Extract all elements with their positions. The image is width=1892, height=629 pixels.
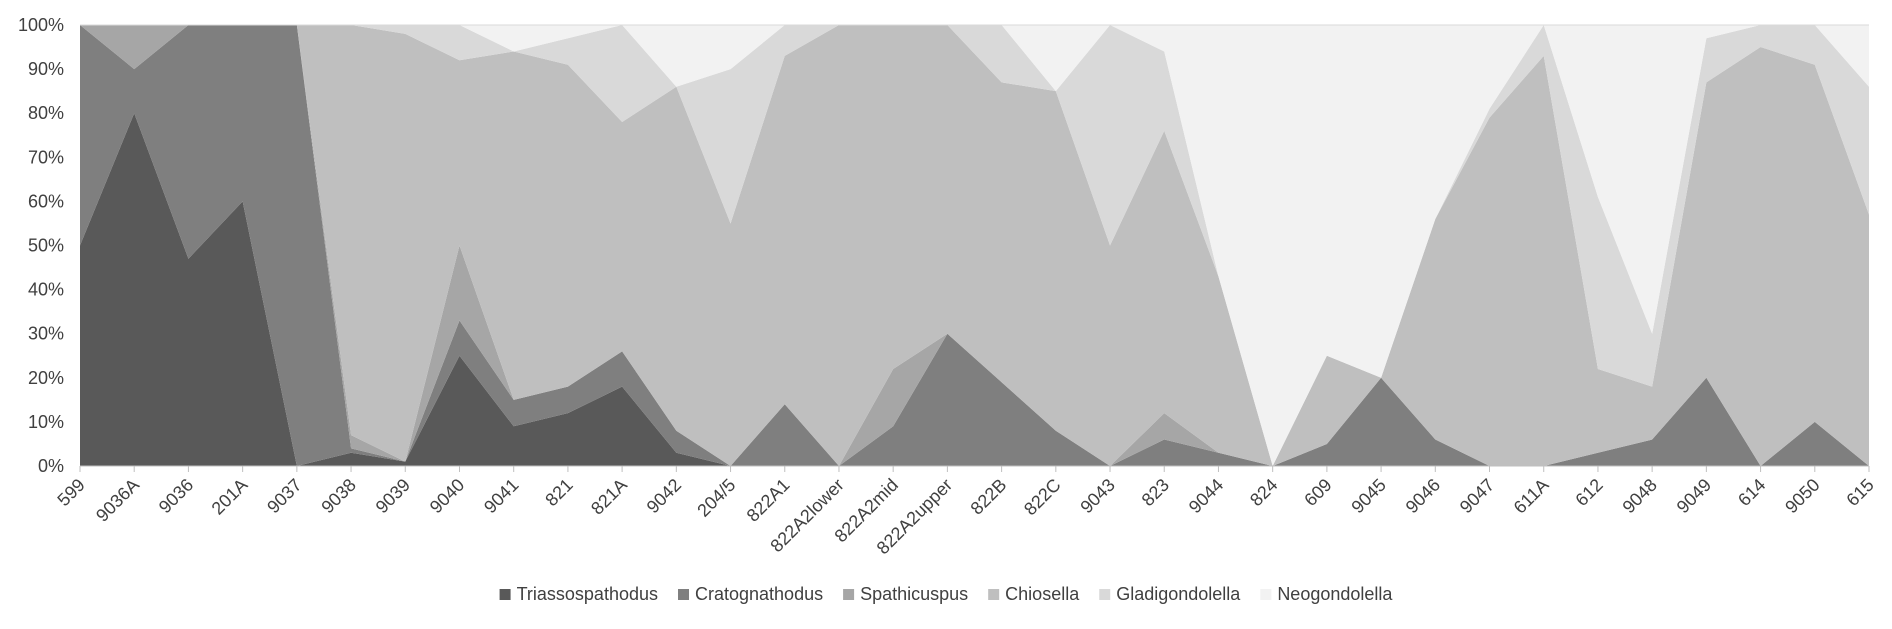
x-tick-label: 9039 <box>372 475 414 517</box>
axes-layer <box>79 24 1870 472</box>
legend-swatch <box>988 589 1000 600</box>
x-tick-label: 9047 <box>1456 475 1498 517</box>
legend-item-triassospathodus: Triassospathodus <box>499 584 658 604</box>
y-tick-labels: 0% 10% 20% 30% 40% 50% 60% 70% 80% 90% 100% <box>18 15 64 476</box>
x-tick-label: 822C <box>1020 475 1065 520</box>
legend-swatch <box>843 589 855 600</box>
y-tick-label: 50% <box>28 236 64 256</box>
x-tick-label: 9040 <box>426 475 468 517</box>
x-tick-label: 822B <box>967 475 1011 519</box>
area-cratognathodus <box>80 25 1869 466</box>
x-tick-label: 822A1 <box>743 475 794 526</box>
x-tick-label: 201A <box>208 475 252 519</box>
x-tick-labels: 599 9036A 9036 201A 9037 9038 9039 9040 9041 821 8… <box>53 475 1877 559</box>
x-tick-label: 9038 <box>317 475 359 517</box>
x-tick-label: 9036A <box>92 475 143 526</box>
x-tick-label: 611A <box>1510 475 1553 518</box>
y-tick-label: 60% <box>28 191 64 211</box>
legend-swatch <box>499 589 511 600</box>
legend-swatch <box>678 589 690 600</box>
x-tick-label: 9037 <box>263 475 305 517</box>
x-tick-label: 823 <box>1138 475 1173 510</box>
x-tick-label: 599 <box>53 475 88 510</box>
x-tick-label: 821A <box>587 475 631 519</box>
x-tick-label: 9043 <box>1076 475 1118 517</box>
x-tick-label: 612 <box>1571 475 1606 510</box>
legend-swatch <box>1260 589 1272 600</box>
y-tick-label: 20% <box>28 368 64 388</box>
legend-label: Triassospathodus <box>517 584 658 604</box>
legend-item-cratognathodus: Cratognathodus <box>678 584 823 604</box>
y-tick-label: 70% <box>28 147 64 167</box>
legend-item-spathicuspus: Spathicuspus <box>843 584 968 604</box>
y-tick-label: 100% <box>18 15 64 35</box>
area-chiosella <box>80 25 1869 466</box>
y-tick-label: 30% <box>28 324 64 344</box>
x-tick-label: 204/5 <box>693 475 739 521</box>
x-tick-label: 9045 <box>1347 475 1389 517</box>
x-tick-label: 614 <box>1734 475 1769 510</box>
legend: Triassospathodus Cratognathodus Spathicusp… <box>499 584 1393 604</box>
x-tick-label: 9050 <box>1781 475 1823 517</box>
legend-item-gladigondolella: Gladigondolella <box>1099 584 1241 604</box>
x-tick-label: 609 <box>1300 475 1335 510</box>
legend-label: Neogondolella <box>1277 584 1393 604</box>
legend-label: Chiosella <box>1005 584 1080 604</box>
areas-layer <box>80 25 1869 466</box>
y-tick-label: 0% <box>38 456 64 476</box>
x-tick-label: 824 <box>1246 475 1281 510</box>
x-tick-label: 9041 <box>480 475 522 517</box>
x-tick-label: 9048 <box>1619 475 1661 517</box>
legend-item-neogondolella: Neogondolella <box>1260 584 1393 604</box>
x-tick-label: 9044 <box>1185 475 1227 517</box>
y-tick-label: 80% <box>28 103 64 123</box>
legend-label: Spathicuspus <box>860 584 968 604</box>
x-tick-label: 9036 <box>155 475 197 517</box>
y-tick-label: 90% <box>28 59 64 79</box>
x-tick-label: 9042 <box>643 475 685 517</box>
area-neogondolella <box>80 25 1869 466</box>
legend-item-chiosella: Chiosella <box>988 584 1080 604</box>
y-tick-label: 10% <box>28 412 64 432</box>
x-tick-label: 821 <box>541 475 576 510</box>
x-tick-label: 9049 <box>1673 475 1715 517</box>
x-tick-label: 615 <box>1842 475 1877 510</box>
legend-swatch <box>1099 589 1111 600</box>
legend-label: Gladigondolella <box>1116 584 1241 604</box>
area-triassospathodus <box>80 113 1869 466</box>
y-tick-label: 40% <box>28 280 64 300</box>
x-tick-label: 9046 <box>1402 475 1444 517</box>
legend-label: Cratognathodus <box>695 584 823 604</box>
